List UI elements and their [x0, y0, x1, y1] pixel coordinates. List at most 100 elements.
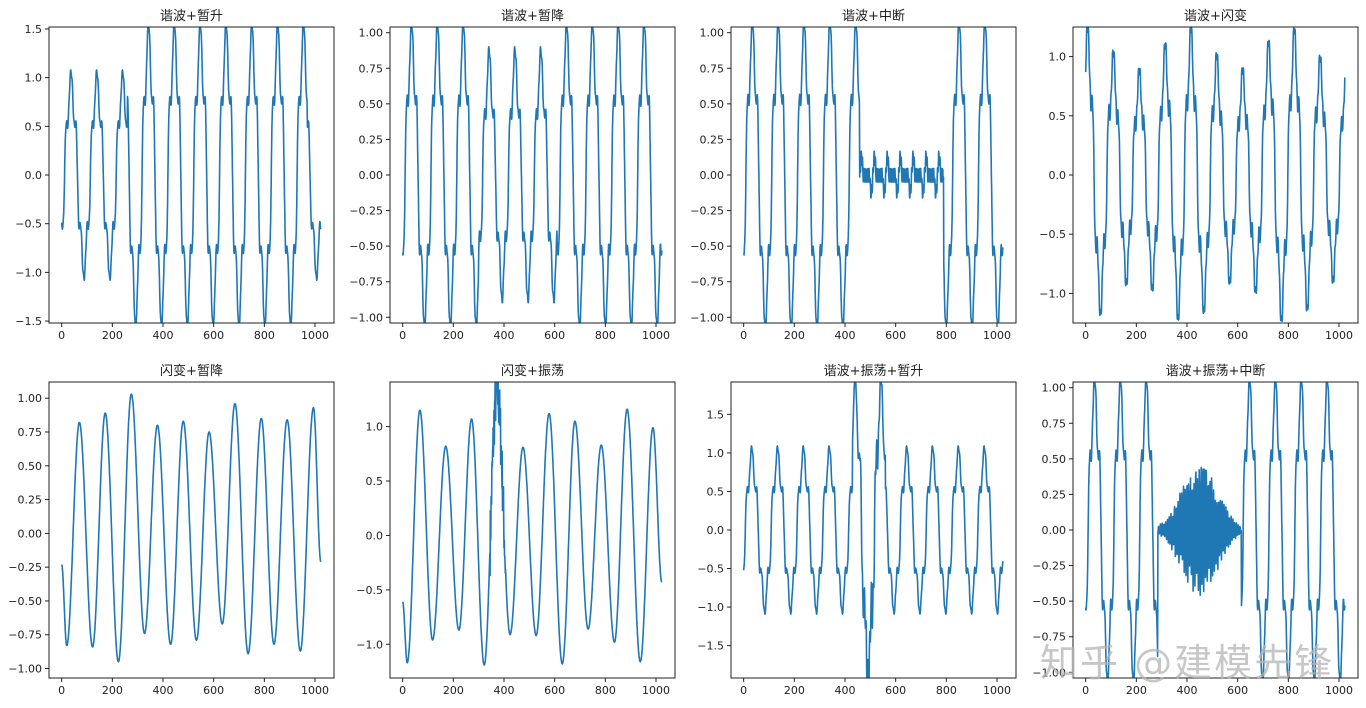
- y-tick-label: −0.5: [697, 563, 724, 576]
- x-tick-label: 800: [595, 329, 616, 342]
- y-tick-label: 0.5: [25, 120, 43, 133]
- x-tick-label: 600: [544, 329, 565, 342]
- y-tick-label: 0.00: [700, 169, 725, 182]
- y-tick-label: 0.75: [700, 62, 725, 75]
- y-tick-label: 1.00: [359, 27, 384, 40]
- y-tick-label: −0.75: [349, 276, 383, 289]
- subplot-2: 谐波+暂降 0 200 400 600 800 1000 −1.00 −0.75 −0.50 −0.…: [349, 9, 676, 342]
- subplot-title: 闪变+振荡: [501, 363, 564, 379]
- y-tick-label: −1.00: [8, 663, 42, 676]
- x-tick-label: 200: [443, 329, 464, 342]
- x-tick-label: 0: [740, 329, 747, 342]
- x-tick-label: 0: [399, 684, 406, 697]
- subplot-1: 谐波+暂升 0 200 400 600 800 1000 −1.5 −1.0 −0.5 0.0 0.5…: [15, 9, 335, 342]
- signal-line: [743, 27, 1004, 323]
- y-tick-label: 1.0: [366, 421, 384, 434]
- y-tick-label: −0.75: [690, 276, 724, 289]
- x-tick-label: 200: [1126, 329, 1147, 342]
- x-tick-label: 800: [254, 684, 275, 697]
- y-tick-label: 0.5: [366, 475, 384, 488]
- x-tick-label: 0: [399, 329, 406, 342]
- axes-frame: [389, 381, 676, 679]
- y-tick-label: 0.50: [1042, 453, 1067, 466]
- y-tick-label: −1.5: [15, 315, 42, 328]
- y-tick-label: 1.00: [1042, 382, 1067, 395]
- y-tick-label: 1.0: [1049, 51, 1067, 64]
- x-tick-label: 800: [1278, 684, 1299, 697]
- y-tick-label: 0.25: [359, 133, 384, 146]
- y-tick-label: −0.5: [1039, 228, 1066, 241]
- signal-line: [742, 382, 1004, 678]
- signal-line: [401, 27, 663, 323]
- signal-line: [60, 27, 322, 323]
- y-tick-label: 0.25: [18, 494, 43, 507]
- x-tick-label: 1000: [983, 684, 1011, 697]
- x-tick-label: 0: [1082, 684, 1089, 697]
- y-tick-label: −0.25: [690, 205, 724, 218]
- watermark: 知乎 @建模先锋: [1040, 641, 1335, 685]
- y-tick-label: 1.00: [700, 27, 725, 40]
- axes-frame: [48, 26, 335, 324]
- y-tick-label: 1.5: [25, 23, 43, 36]
- y-tick-label: 0.5: [1049, 110, 1067, 123]
- x-tick-label: 0: [58, 329, 65, 342]
- subplot-7: 谐波+振荡+暂升 0 200 400 600 800 1000 −1.5 −1.0 −0.5 0.0…: [697, 364, 1017, 697]
- y-tick-label: 0.0: [366, 529, 384, 542]
- x-tick-label: 1000: [1325, 684, 1353, 697]
- signal-line: [1084, 382, 1346, 678]
- subplot-title: 谐波+中断: [842, 9, 905, 24]
- y-tick-label: −0.50: [690, 240, 724, 253]
- x-tick-label: 1000: [642, 329, 670, 342]
- y-tick-label: 1.5: [707, 408, 725, 421]
- subplot-title: 闪变+暂降: [160, 363, 223, 379]
- axes-frame: [730, 26, 1017, 324]
- subplot-title: 谐波+振荡+暂升: [824, 364, 924, 379]
- x-tick-label: 0: [58, 684, 65, 697]
- y-tick-label: −0.25: [349, 205, 383, 218]
- signal-line: [1084, 27, 1346, 323]
- axes-frame: [730, 381, 1017, 679]
- y-tick-label: 0.75: [359, 62, 384, 75]
- y-tick-label: −0.50: [8, 595, 42, 608]
- y-tick-label: 0.0: [707, 524, 725, 537]
- subplot-4: 谐波+闪变 0 200 400 600 800 1000 −1.0 −0.5 0.0 0.5 1.0: [1039, 8, 1359, 342]
- x-tick-label: 400: [153, 329, 174, 342]
- x-tick-label: 1000: [301, 684, 329, 697]
- y-tick-label: −1.00: [1032, 666, 1066, 679]
- y-tick-label: 0.0: [25, 169, 43, 182]
- y-tick-label: 0.75: [18, 426, 43, 439]
- x-tick-label: 1000: [1325, 329, 1353, 342]
- x-tick-label: 600: [885, 329, 906, 342]
- y-tick-label: −0.5: [356, 584, 383, 597]
- x-tick-label: 1000: [983, 329, 1011, 342]
- x-tick-label: 800: [1278, 329, 1299, 342]
- x-tick-label: 200: [102, 329, 123, 342]
- x-tick-label: 800: [595, 684, 616, 697]
- y-tick-label: 0.00: [359, 169, 384, 182]
- signal-line: [401, 382, 663, 666]
- y-tick-label: −1.0: [356, 638, 383, 651]
- y-tick-label: −1.0: [697, 601, 724, 614]
- x-tick-label: 800: [936, 684, 957, 697]
- x-tick-label: 600: [544, 684, 565, 697]
- y-tick-label: 0.25: [1042, 488, 1067, 501]
- x-tick-label: 400: [835, 329, 856, 342]
- y-tick-label: −1.0: [1039, 287, 1066, 300]
- y-tick-label: 1.0: [25, 72, 43, 85]
- x-tick-label: 200: [784, 684, 805, 697]
- x-tick-label: 1000: [301, 329, 329, 342]
- x-tick-label: 200: [1126, 684, 1147, 697]
- x-tick-label: 600: [1227, 684, 1248, 697]
- x-tick-label: 600: [885, 684, 906, 697]
- y-tick-label: 0.5: [707, 485, 725, 498]
- x-tick-label: 1000: [642, 684, 670, 697]
- y-tick-label: −1.5: [697, 640, 724, 653]
- y-tick-label: 0.50: [359, 98, 384, 111]
- x-tick-label: 0: [740, 684, 747, 697]
- y-tick-label: −0.75: [1032, 631, 1066, 644]
- y-tick-label: −1.0: [15, 266, 42, 279]
- x-tick-label: 400: [1177, 329, 1198, 342]
- subplot-5: 闪变+暂降 0 200 400 600 800 1000 −1.00 −0.75 −0.50 −0.…: [8, 363, 335, 697]
- subplot-title: 谐波+振荡+中断: [1166, 364, 1266, 379]
